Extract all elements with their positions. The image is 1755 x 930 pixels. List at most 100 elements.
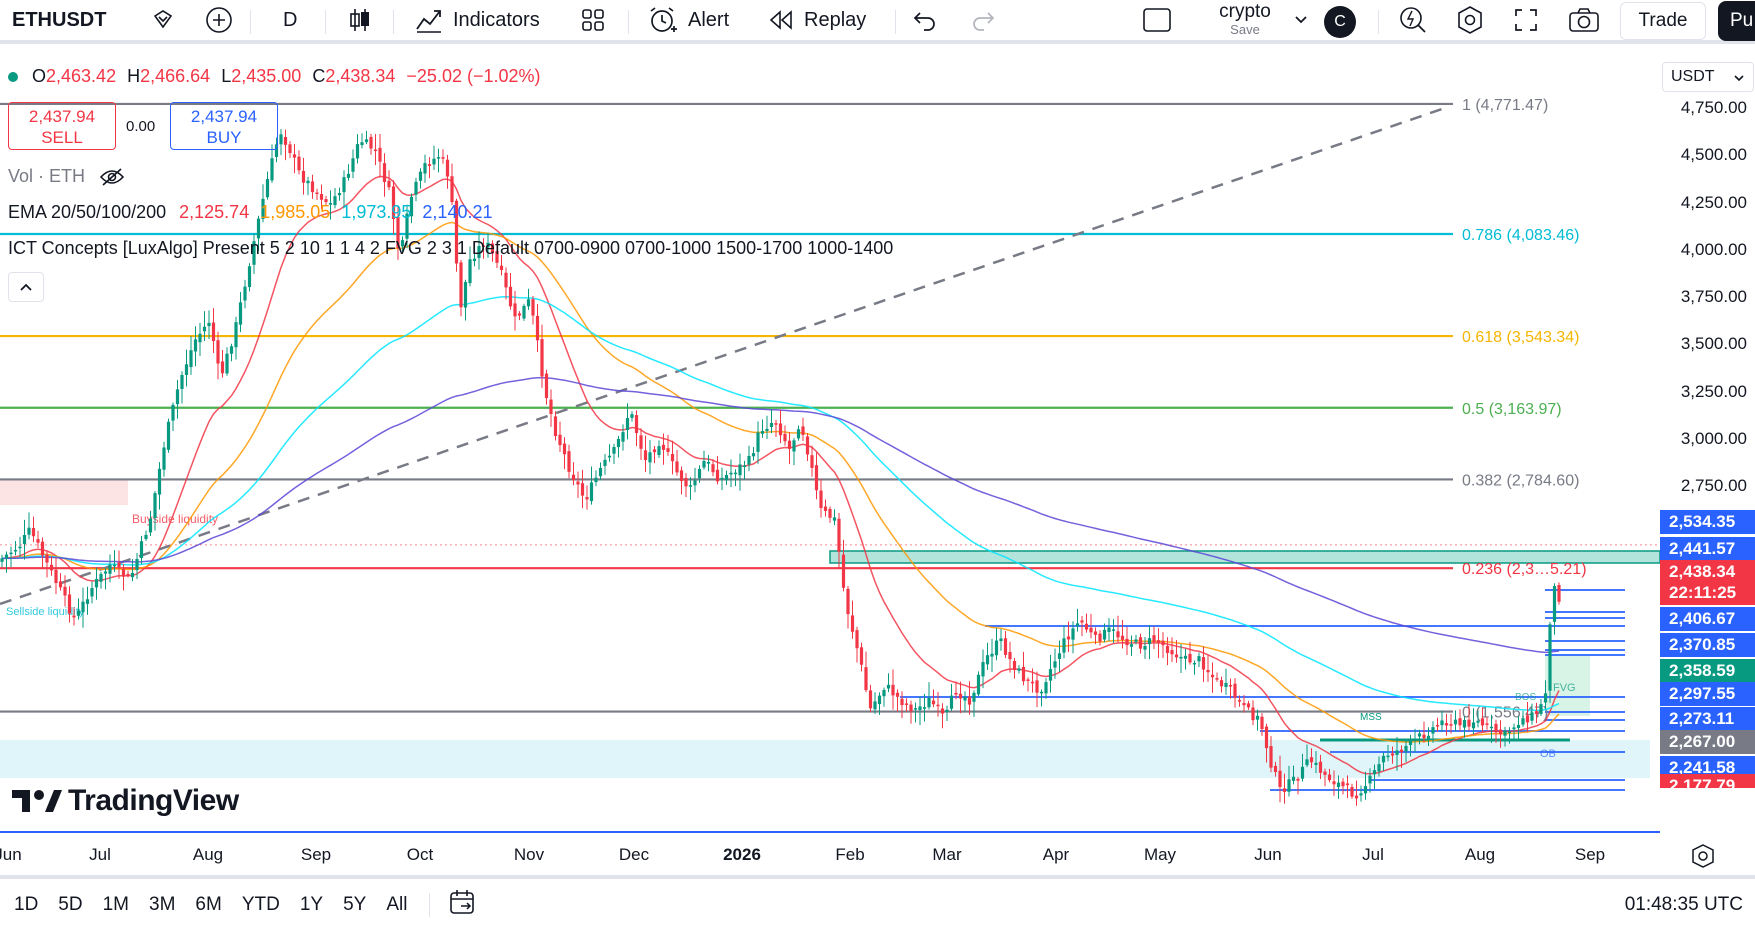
avatar[interactable]: C [1324, 6, 1356, 38]
go-to-date-icon[interactable] [448, 888, 476, 922]
buy-label: BUY [206, 128, 242, 147]
candle-body [58, 581, 63, 588]
candle-body [432, 158, 436, 165]
candle-body [1080, 620, 1084, 623]
chart-pane[interactable]: Buyside liquidity Sellside liquidity FVG MS… [0, 44, 1661, 834]
sell-button[interactable]: 2,437.94 SELL [8, 102, 116, 150]
low-label: L [221, 66, 232, 86]
symbol-name: ETHUSDT [12, 8, 107, 31]
candle-body [1161, 640, 1165, 646]
indicators-button[interactable]: Indicators [415, 0, 540, 42]
price-tag: 2,177.79 [1660, 774, 1755, 788]
tradingview-logo[interactable]: TradingView [12, 784, 239, 818]
candle-body [504, 272, 508, 288]
candle-body [1206, 669, 1210, 673]
publish-button[interactable]: Pu [1718, 1, 1755, 41]
fullscreen-icon[interactable] [1513, 0, 1539, 42]
candle-body [135, 558, 139, 571]
range-button-5y[interactable]: 5Y [343, 893, 367, 915]
quick-search-icon[interactable] [1398, 0, 1428, 42]
ict-legend[interactable]: ICT Concepts [LuxAlgo] Present 5 2 10 1 … [8, 238, 893, 259]
utc-clock[interactable]: 01:48:35 UTC [1624, 893, 1743, 915]
indicators-icon [415, 7, 443, 33]
axis-settings-icon[interactable] [1690, 843, 1716, 874]
interval-button[interactable]: D [283, 0, 297, 42]
range-button-1y[interactable]: 1Y [299, 893, 324, 915]
layout-name-button[interactable]: crypto Save [1205, 2, 1285, 38]
legend-collapse-button[interactable] [8, 272, 44, 302]
candle-body [1219, 680, 1224, 687]
candle-body [612, 447, 616, 454]
compare-add-icon[interactable] [205, 0, 233, 42]
currency-select[interactable]: USDT [1662, 62, 1754, 92]
price-axis[interactable]: 4,750.00 4,500.00 4,250.00 4,000.00 3,750.00… [1660, 44, 1755, 834]
tradingview-logo-text: TradingView [68, 784, 239, 817]
undo-icon[interactable] [912, 0, 938, 42]
candles [0, 129, 1561, 806]
trade-button[interactable]: Trade [1620, 2, 1706, 40]
range-button-1d[interactable]: 1D [14, 893, 39, 915]
volume-legend[interactable]: Vol · ETH [8, 166, 125, 187]
candle-body [1075, 623, 1080, 627]
settings-gear-icon[interactable] [1455, 0, 1485, 42]
candle-body [774, 423, 778, 425]
range-button-6m[interactable]: 6M [195, 893, 222, 915]
fullscreen-rect-icon[interactable] [1142, 0, 1172, 42]
range-button-all[interactable]: All [386, 893, 408, 915]
bos-label: BOS [1515, 692, 1536, 703]
candle-body [1354, 795, 1359, 799]
candle-body [1179, 656, 1183, 659]
candle-body [27, 527, 31, 535]
layouts-grid-icon[interactable] [580, 0, 606, 42]
candle-body [112, 564, 117, 567]
redo-icon[interactable] [970, 0, 996, 42]
candle-body [999, 638, 1003, 642]
sellside-liquidity-zone [0, 740, 1650, 778]
price-chart[interactable]: Buyside liquidity Sellside liquidity FVG MS… [0, 44, 1661, 834]
alert-button[interactable]: Alert [648, 0, 729, 42]
watchlist-add-icon[interactable] [150, 0, 176, 42]
candle-body [729, 472, 733, 475]
range-button-ytd[interactable]: YTD [241, 893, 280, 915]
candle-body [891, 684, 895, 696]
candle-body [918, 706, 922, 711]
candle-body [144, 534, 148, 539]
candle-body [747, 455, 751, 465]
divider [250, 10, 251, 34]
camera-icon[interactable] [1568, 0, 1600, 42]
candle-body [337, 193, 342, 196]
candle-body [1530, 712, 1534, 721]
chevron-down-icon[interactable] [1293, 0, 1309, 42]
candle-body [72, 615, 76, 618]
time-tick-label: Dec [618, 845, 650, 864]
candle-body [792, 440, 796, 452]
candle-body [301, 170, 306, 183]
eye-hidden-icon[interactable] [99, 167, 125, 187]
range-button-5d[interactable]: 5D [58, 893, 83, 915]
ema50-value: 1,985.05 [260, 202, 331, 222]
price-tag: 2,406.67 [1660, 607, 1755, 631]
candle-body [558, 434, 562, 446]
candle-body [1030, 681, 1035, 684]
time-tick-label: Jul [89, 845, 111, 864]
candle-body [166, 421, 171, 450]
candle-type-icon[interactable] [347, 0, 373, 42]
candle-body [580, 483, 585, 496]
candle-body [1476, 720, 1480, 723]
candle-body [400, 240, 405, 247]
candle-body [1341, 781, 1345, 787]
candle-body [1345, 783, 1350, 786]
candle-body [922, 707, 927, 709]
candle-body [108, 564, 112, 574]
replay-button[interactable]: Replay [768, 0, 866, 42]
symbol-search-button[interactable]: ETHUSDT [0, 0, 126, 40]
open-label: O [32, 66, 47, 86]
candle-body [1102, 629, 1107, 640]
candle-body [823, 506, 828, 512]
time-tick-label: Oct [406, 845, 434, 864]
range-button-1m[interactable]: 1M [102, 893, 129, 915]
range-button-3m[interactable]: 3M [149, 893, 176, 915]
buy-button[interactable]: 2,437.94 BUY [170, 102, 278, 150]
ema-legend[interactable]: EMA 20/50/100/200 2,125.74 1,985.05 1,97… [8, 202, 493, 223]
price-tick-label: 3,750.00 [1680, 287, 1747, 306]
